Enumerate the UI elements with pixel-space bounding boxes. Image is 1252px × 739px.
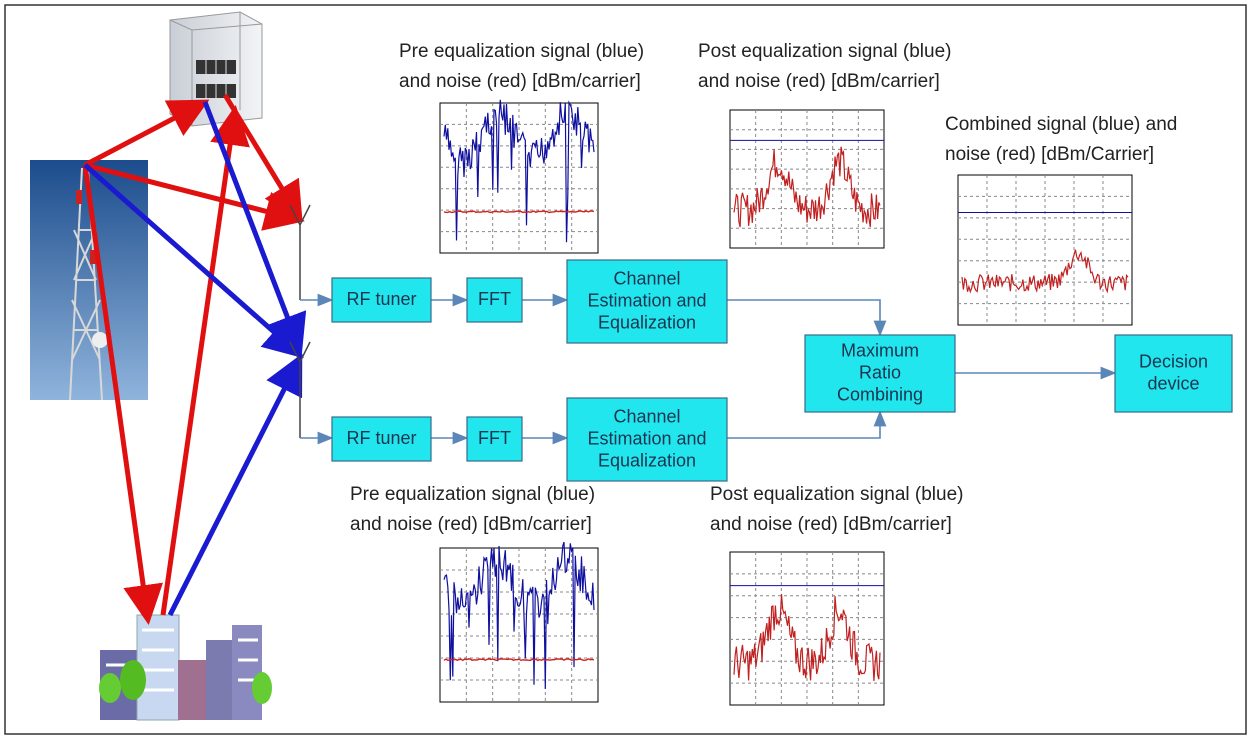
block — [466, 277, 523, 323]
plot-caption: Post equalization signal (blue) — [710, 484, 964, 505]
plot-trace — [733, 146, 881, 228]
block-label: FFT — [478, 428, 511, 448]
plot-trace — [443, 658, 595, 662]
block — [804, 334, 956, 413]
block-label: Channel — [613, 406, 680, 426]
plot-frame — [729, 551, 885, 706]
antenna — [289, 204, 311, 438]
block-label: RF tuner — [346, 289, 416, 309]
block-label: device — [1147, 373, 1199, 393]
plot-caption: Pre equalization signal (blue) — [350, 484, 595, 505]
block — [1114, 334, 1233, 413]
block-label: Estimation and — [587, 290, 706, 310]
block-label: Combining — [837, 384, 923, 404]
plot-thumbnail — [729, 109, 885, 249]
connectors — [300, 293, 1117, 445]
block — [331, 416, 432, 462]
plot-caption: and noise (red) [dBm/carrier] — [399, 71, 641, 92]
city-image — [99, 614, 272, 721]
block-label: Equalization — [598, 450, 696, 470]
plot-trace — [733, 594, 881, 682]
block-label: Maximum — [841, 340, 919, 360]
plot-trace — [443, 210, 595, 214]
block — [331, 277, 432, 323]
block-label: Equalization — [598, 312, 696, 332]
plot-caption: Post equalization signal (blue) — [698, 41, 952, 62]
plot-thumbnail — [729, 551, 885, 706]
plot-caption: noise (red) [dBm/Carrier] — [945, 144, 1154, 165]
block-label: Estimation and — [587, 428, 706, 448]
plot-caption: and noise (red) [dBm/carrier] — [698, 71, 940, 92]
building-image — [169, 11, 263, 127]
block-label: Ratio — [859, 362, 901, 382]
frame — [4, 4, 1247, 735]
block-label: RF tuner — [346, 428, 416, 448]
block — [566, 259, 728, 344]
plot-caption: and noise (red) [dBm/carrier] — [710, 514, 952, 535]
plot-caption: Pre equalization signal (blue) — [399, 41, 644, 62]
block-label: FFT — [478, 289, 511, 309]
plot-trace — [443, 541, 595, 689]
plot-thumbnail — [957, 174, 1133, 326]
plot-trace — [961, 249, 1129, 294]
block — [566, 397, 728, 482]
plot-trace — [443, 99, 595, 243]
plot-thumbnail — [439, 541, 599, 703]
block — [466, 416, 523, 462]
block-label: Channel — [613, 268, 680, 288]
block-label: Decision — [1139, 351, 1208, 371]
plot-caption: and noise (red) [dBm/carrier] — [350, 514, 592, 535]
radio-paths — [82, 93, 307, 625]
plot-caption: Combined signal (blue) and — [945, 114, 1177, 135]
plot-thumbnail — [439, 99, 599, 254]
